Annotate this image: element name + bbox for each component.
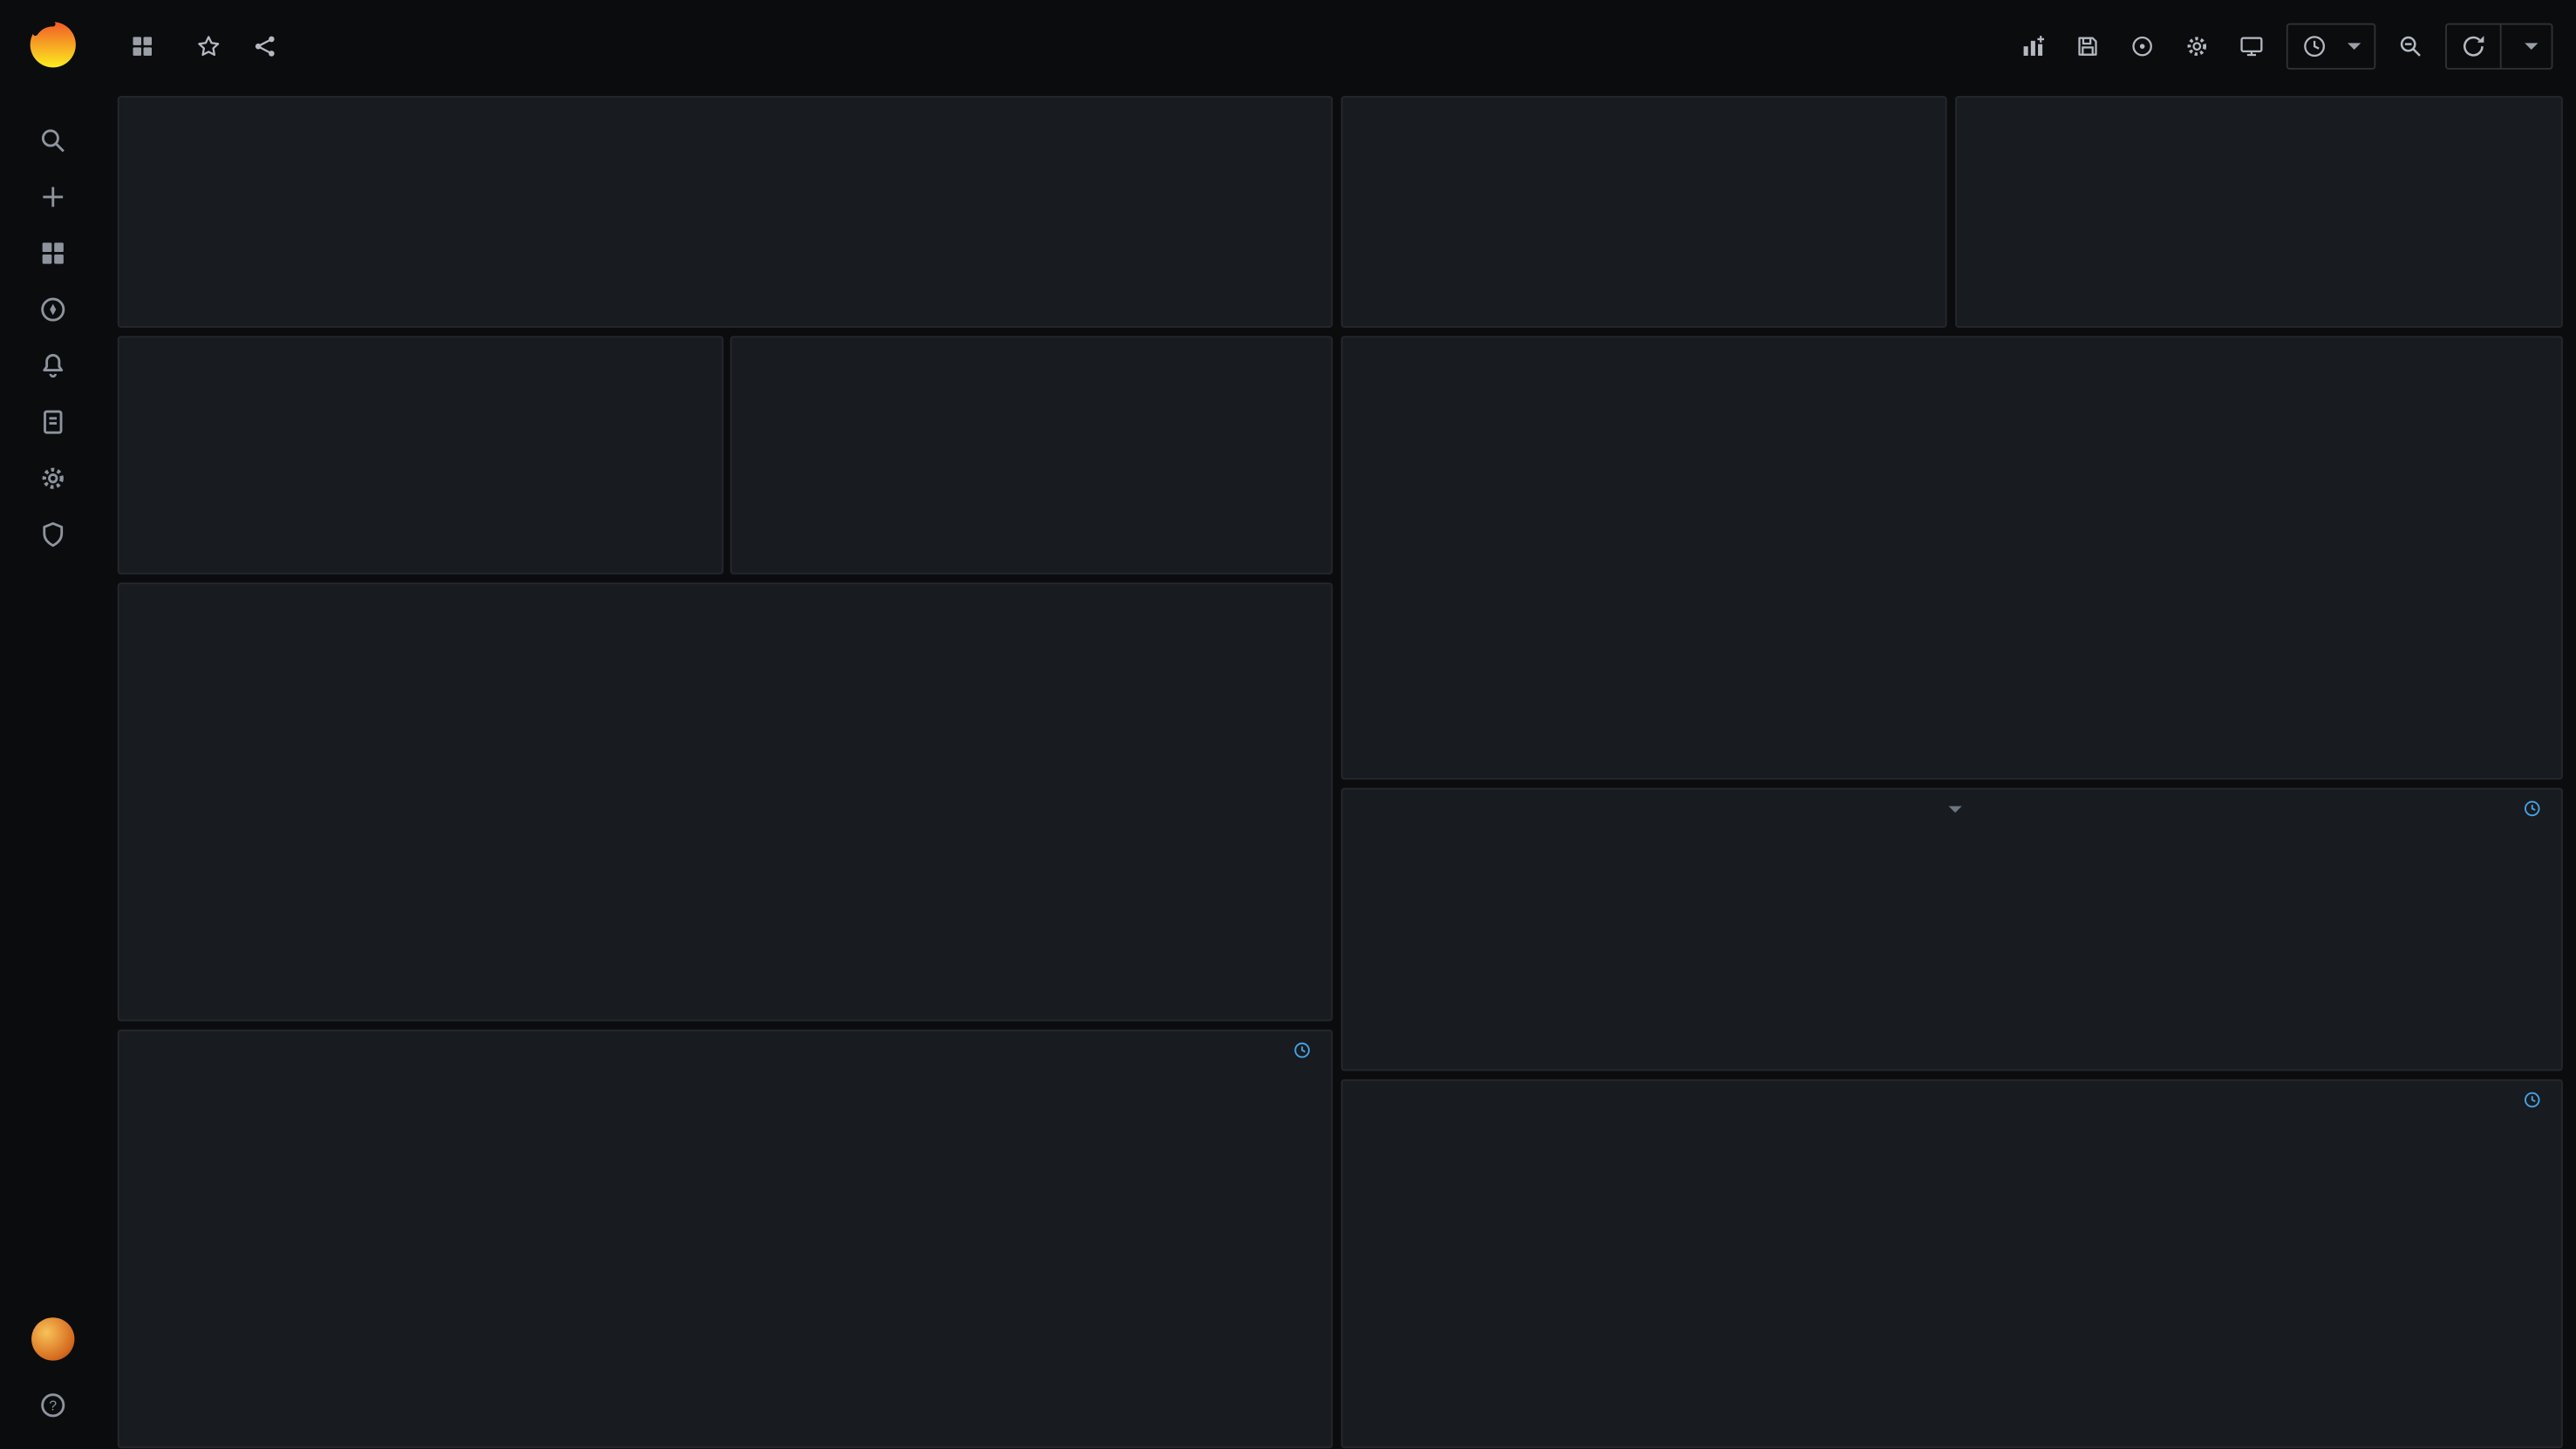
- clock-icon: [1294, 1042, 1310, 1058]
- gear-icon: [42, 467, 64, 489]
- pie-legend: [2243, 840, 2545, 847]
- monitor-icon: [2240, 37, 2263, 57]
- shield-icon: [43, 521, 64, 548]
- panel-day-cost: [730, 336, 1333, 575]
- circle-icon: [2132, 36, 2152, 57]
- panel-title[interactable]: [119, 584, 1332, 624]
- sidebar-docs[interactable]: [24, 394, 81, 451]
- sidebar-create[interactable]: [24, 169, 81, 226]
- save-dashboard-button[interactable]: [2068, 26, 2108, 66]
- panel-title[interactable]: [1343, 98, 1946, 138]
- panel-time-range-link[interactable]: [2523, 799, 2547, 818]
- star-icon: [198, 36, 220, 57]
- sidebar-dashboards[interactable]: [24, 225, 81, 282]
- refresh-button[interactable]: [2447, 24, 2500, 67]
- dashboard-grid: [106, 92, 2576, 1449]
- panel-time-range-link[interactable]: [2523, 1091, 2547, 1109]
- add-panel-icon: [2023, 36, 2045, 56]
- help-icon: ?: [41, 1393, 65, 1418]
- dashboard-settings-button[interactable]: [2177, 26, 2218, 66]
- panel-title[interactable]: [732, 337, 1331, 378]
- panel-time-range-link[interactable]: [1293, 1041, 1318, 1059]
- day-total-sparkline: [126, 490, 715, 566]
- panel-title[interactable]: [119, 1031, 1332, 1071]
- zoom-out-icon: [2400, 36, 2421, 57]
- sidebar-admin[interactable]: [24, 507, 81, 563]
- refresh-icon: [2463, 36, 2484, 57]
- panel-month-total: [1340, 96, 1947, 328]
- panel-day-total: [117, 336, 724, 575]
- time-range-picker[interactable]: [2288, 24, 2375, 67]
- star-dashboard-button[interactable]: [188, 26, 228, 66]
- dashboard-grid-icon: [133, 37, 153, 56]
- share-icon: [255, 36, 275, 57]
- panel-top5-week: [1340, 787, 2563, 1071]
- sidebar-alerting[interactable]: [24, 337, 81, 394]
- bell-icon: [43, 354, 64, 378]
- add-panel-button[interactable]: [2014, 26, 2054, 66]
- panel-title[interactable]: [1957, 98, 2561, 138]
- divider: [2499, 24, 2502, 68]
- refresh-group: [2445, 23, 2553, 70]
- panel-title[interactable]: [1343, 790, 2561, 830]
- sidebar-configuration[interactable]: [24, 450, 81, 507]
- gear-icon: [2187, 37, 2207, 56]
- day-cost-value: [732, 378, 1331, 573]
- pie-chart: [1717, 844, 1892, 1019]
- panel-title[interactable]: [1343, 1081, 2561, 1121]
- svg-text:?: ?: [49, 1399, 57, 1414]
- compass-icon: [41, 297, 65, 322]
- panel-title[interactable]: [1343, 337, 2561, 378]
- panel-title[interactable]: [119, 98, 1332, 138]
- month-bill-value: [1957, 138, 2561, 326]
- panel-hourly-power: [117, 582, 1333, 1022]
- clock-icon: [2524, 800, 2540, 817]
- time-picker-group: [2286, 23, 2376, 70]
- cycle-view-mode-button[interactable]: [2232, 26, 2272, 66]
- day-total-value: [119, 378, 722, 486]
- search-icon: [41, 129, 65, 153]
- panel-top5-running: [117, 96, 1333, 328]
- chevron-down-icon: [1948, 806, 1962, 813]
- dashboards-icon: [42, 242, 64, 264]
- save-icon: [2078, 37, 2097, 56]
- panel-month-bill: [1955, 96, 2563, 328]
- panel-power-spikes: [1340, 1078, 2563, 1449]
- panel-title[interactable]: [119, 337, 722, 378]
- grafana-logo[interactable]: [28, 20, 78, 70]
- chevron-down-icon: [2348, 43, 2361, 50]
- user-avatar[interactable]: [31, 1317, 75, 1361]
- sidebar: ?: [0, 0, 106, 1449]
- chevron-down-icon: [2525, 43, 2539, 50]
- document-icon: [44, 410, 63, 434]
- panel-last7-usage: [117, 1029, 1333, 1449]
- refresh-interval-dropdown[interactable]: [2502, 35, 2552, 58]
- main-area: [106, 0, 2576, 1449]
- clock-icon: [2524, 1092, 2540, 1108]
- sidebar-help[interactable]: ?: [24, 1378, 81, 1434]
- share-dashboard-button[interactable]: [245, 26, 285, 66]
- sidebar-search[interactable]: [24, 112, 81, 169]
- panel-month-power: [1340, 336, 2563, 780]
- snapshot-button[interactable]: [2123, 26, 2163, 66]
- plus-icon: [43, 187, 64, 207]
- sidebar-explore[interactable]: [24, 282, 81, 338]
- month-power-heatmap: [1356, 387, 2548, 768]
- stat-tiles: [124, 140, 1325, 321]
- zoom-out-time-button[interactable]: [2390, 26, 2430, 66]
- clock-icon: [2304, 36, 2326, 58]
- month-total-value: [1343, 138, 1946, 326]
- topbar: [106, 0, 2576, 92]
